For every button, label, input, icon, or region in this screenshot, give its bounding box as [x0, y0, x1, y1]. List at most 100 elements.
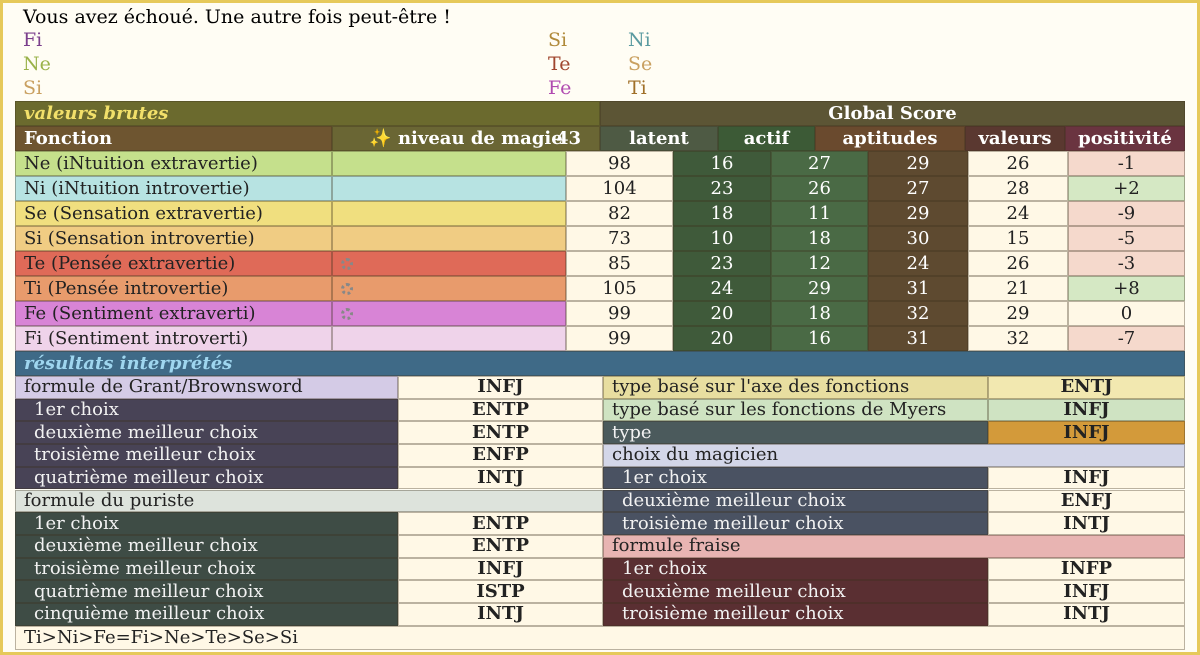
- magic-cell: [332, 326, 566, 351]
- magic-cell: [332, 201, 566, 226]
- result-value: ENFP: [398, 444, 603, 467]
- section-title: résultats interprétés: [15, 351, 1185, 376]
- column-header: aptitudes: [815, 126, 965, 151]
- result-value: ENTP: [398, 421, 603, 445]
- value-cell: 26: [968, 151, 1068, 176]
- function-tag: Fi: [23, 29, 43, 51]
- function-name: Ni (iNtuition introvertie): [15, 176, 332, 201]
- result-label: type basé sur les fonctions de Myers: [603, 398, 988, 422]
- magic-cell: [332, 251, 566, 276]
- value-cell: 31: [868, 326, 968, 351]
- function-name: Te (Pensée extravertie): [15, 251, 332, 276]
- result-label: quatrième meilleur choix: [15, 466, 398, 490]
- gear-icon: [341, 307, 353, 320]
- value-cell: 31: [868, 276, 968, 301]
- result-label: 1er choix: [15, 512, 398, 535]
- value-cell: 27: [771, 151, 868, 176]
- value-cell: 21: [968, 276, 1068, 301]
- value-cell: 18: [771, 301, 868, 326]
- gear-icon: [341, 257, 353, 270]
- column-header: positivité: [1065, 126, 1185, 151]
- result-label: deuxième meilleur choix: [15, 534, 398, 558]
- gear-icon: [341, 282, 353, 295]
- value-cell: -3: [1068, 251, 1185, 276]
- result-label: choix du magicien: [603, 444, 1185, 467]
- magic-cell: [332, 226, 566, 251]
- function-name: Si (Sensation introvertie): [15, 226, 332, 251]
- magic-cell: [332, 301, 566, 326]
- value-cell: 24: [673, 276, 771, 301]
- result-value: INTJ: [988, 603, 1185, 626]
- value-cell: 20: [673, 301, 771, 326]
- result-value: ENTP: [398, 512, 603, 535]
- result-value: ENTP: [398, 534, 603, 558]
- magic-cell: [332, 176, 566, 201]
- value-cell: 0: [1068, 301, 1185, 326]
- result-value: ISTP: [398, 580, 603, 603]
- value-cell: 28: [968, 176, 1068, 201]
- value-cell: 20: [673, 326, 771, 351]
- value-cell: 10: [673, 226, 771, 251]
- value-cell: -9: [1068, 201, 1185, 226]
- result-label: formule fraise: [603, 534, 1185, 558]
- value-cell: 23: [673, 176, 771, 201]
- result-label: quatrième meilleur choix: [15, 580, 398, 603]
- value-cell: 26: [771, 176, 868, 201]
- function-name: Se (Sensation extravertie): [15, 201, 332, 226]
- result-label: troisième meilleur choix: [15, 557, 398, 581]
- ranking: Ti>Ni>Fe=Fi>Ne>Te>Se>Si: [15, 626, 1185, 650]
- value-cell: 82: [566, 201, 673, 226]
- value-cell: 26: [968, 251, 1068, 276]
- result-value: INFJ: [988, 398, 1185, 422]
- function-tag: Si: [23, 77, 43, 99]
- result-label: deuxième meilleur choix: [603, 580, 988, 603]
- result-label: deuxième meilleur choix: [15, 421, 398, 445]
- value-cell: 29: [968, 301, 1068, 326]
- result-label: 1er choix: [603, 466, 988, 490]
- message: Vous avez échoué. Une autre fois peut-êt…: [23, 6, 451, 28]
- column-header: latent: [600, 126, 718, 151]
- result-value: INTJ: [398, 603, 603, 626]
- value-cell: -1: [1068, 151, 1185, 176]
- value-cell: -5: [1068, 226, 1185, 251]
- result-value: INFJ: [988, 421, 1185, 445]
- result-value: ENTP: [398, 398, 603, 422]
- result-label: formule du puriste: [15, 489, 603, 513]
- value-cell: 24: [868, 251, 968, 276]
- value-cell: 23: [673, 251, 771, 276]
- result-value: INFJ: [398, 376, 603, 399]
- value-cell: 16: [771, 326, 868, 351]
- function-tag: Te: [548, 53, 571, 75]
- result-label: troisième meilleur choix: [15, 444, 398, 467]
- function-tag: Ti: [628, 77, 647, 99]
- result-label: formule de Grant/Brownsword: [15, 376, 398, 399]
- result-label: type: [603, 421, 988, 445]
- value-cell: 99: [566, 326, 673, 351]
- value-cell: 11: [771, 201, 868, 226]
- value-cell: +8: [1068, 276, 1185, 301]
- result-label: type basé sur l'axe des fonctions: [603, 376, 988, 399]
- function-name: Fi (Sentiment introverti): [15, 326, 332, 351]
- value-cell: 29: [868, 151, 968, 176]
- function-tag: Se: [628, 53, 653, 75]
- result-value: ENTJ: [988, 376, 1185, 399]
- global-score: Global Score: [600, 101, 1185, 126]
- column-header: Fonction: [15, 126, 332, 151]
- result-value: INTJ: [398, 466, 603, 490]
- result-value: INFP: [988, 557, 1185, 581]
- value-cell: 16: [673, 151, 771, 176]
- value-cell: 85: [566, 251, 673, 276]
- result-value: ENFJ: [988, 489, 1185, 513]
- function-name: Ne (iNtuition extravertie): [15, 151, 332, 176]
- value-cell: 30: [868, 226, 968, 251]
- value-cell: +2: [1068, 176, 1185, 201]
- result-label: troisième meilleur choix: [603, 603, 988, 626]
- value-cell: -7: [1068, 326, 1185, 351]
- result-label: deuxième meilleur choix: [603, 489, 988, 513]
- value-cell: 73: [566, 226, 673, 251]
- column-header: ✨ niveau de magie: [332, 126, 600, 151]
- value-cell: 29: [771, 276, 868, 301]
- column-header: actif: [718, 126, 815, 151]
- result-label: 1er choix: [603, 557, 988, 581]
